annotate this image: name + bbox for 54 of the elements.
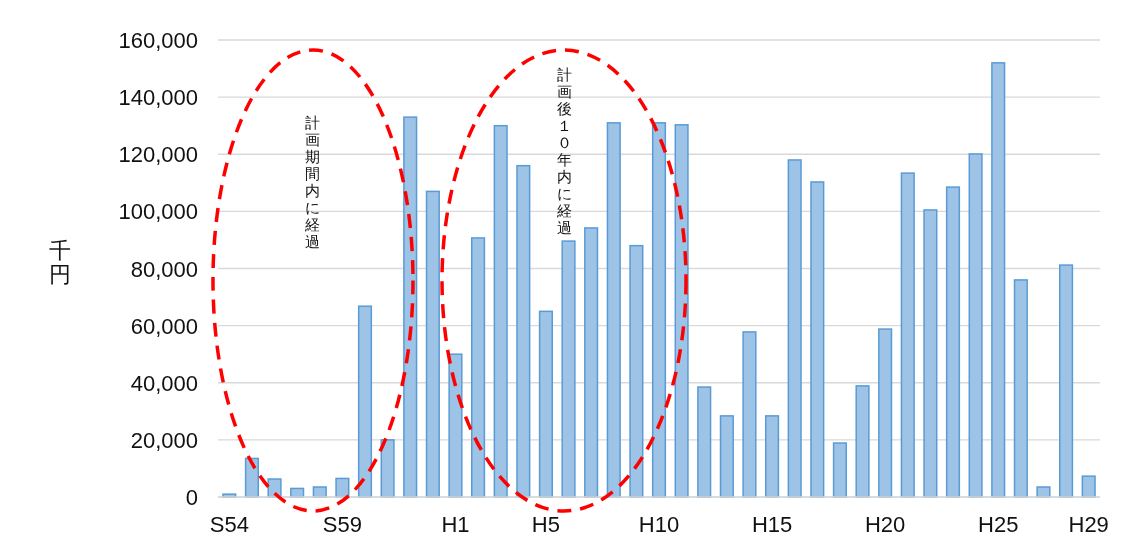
- bar: [516, 164, 531, 498]
- bar: [629, 244, 644, 498]
- bar: [448, 353, 463, 498]
- bar: [697, 386, 712, 498]
- x-tick-label: S59: [322, 512, 362, 537]
- bar: [1013, 279, 1028, 498]
- bar: [945, 186, 961, 498]
- y-tick-label: 140,000: [118, 85, 198, 111]
- bar: [832, 442, 848, 498]
- y-tick-label: 20,000: [130, 427, 198, 453]
- bar: [968, 153, 983, 498]
- bar: [584, 227, 599, 498]
- x-tick-label: H10: [638, 512, 680, 537]
- y-tick-label: 80,000: [130, 256, 198, 282]
- bar: [425, 190, 440, 498]
- bar: [787, 159, 802, 498]
- y-tick-label: 60,000: [130, 313, 198, 339]
- x-tick-label: H15: [751, 512, 793, 537]
- bar: [357, 305, 373, 498]
- y-tick-label: 0: [185, 485, 198, 510]
- annotation: 計画期間内に経過: [304, 114, 321, 250]
- text: 計画後１０年内に経過: [556, 66, 572, 236]
- bar: [471, 237, 486, 498]
- y-tick-label: 160,000: [118, 28, 198, 53]
- x-tick-label: H5: [531, 512, 560, 537]
- bar: [991, 62, 1006, 498]
- bar: [719, 415, 734, 498]
- bar: [1058, 264, 1074, 498]
- bar: [538, 310, 554, 498]
- y-tick-label: 40,000: [130, 370, 198, 396]
- x-tick-label: H1: [441, 512, 470, 537]
- bar: [1081, 475, 1096, 498]
- bar: [1036, 486, 1051, 498]
- bar: [742, 331, 757, 498]
- bar: [765, 415, 780, 498]
- bar: [380, 439, 395, 498]
- bar: [855, 385, 870, 498]
- y-axis-title: 千円: [49, 238, 71, 287]
- bar: [606, 122, 621, 498]
- bar: [810, 181, 825, 498]
- bar: [900, 172, 915, 498]
- bar: [403, 116, 418, 498]
- bar: [923, 209, 938, 498]
- bar: [651, 122, 667, 498]
- x-tick-label: H29: [1068, 512, 1109, 537]
- y-tick-label: 120,000: [118, 142, 198, 168]
- x-tick-label: S54: [209, 512, 249, 537]
- bar: [878, 328, 893, 498]
- bar: [493, 124, 508, 498]
- x-tick-label: H20: [864, 512, 906, 537]
- x-tick-label: H25: [978, 512, 1019, 537]
- bar: [561, 240, 576, 498]
- y-tick-label: 100,000: [118, 199, 198, 225]
- bar: [674, 124, 689, 498]
